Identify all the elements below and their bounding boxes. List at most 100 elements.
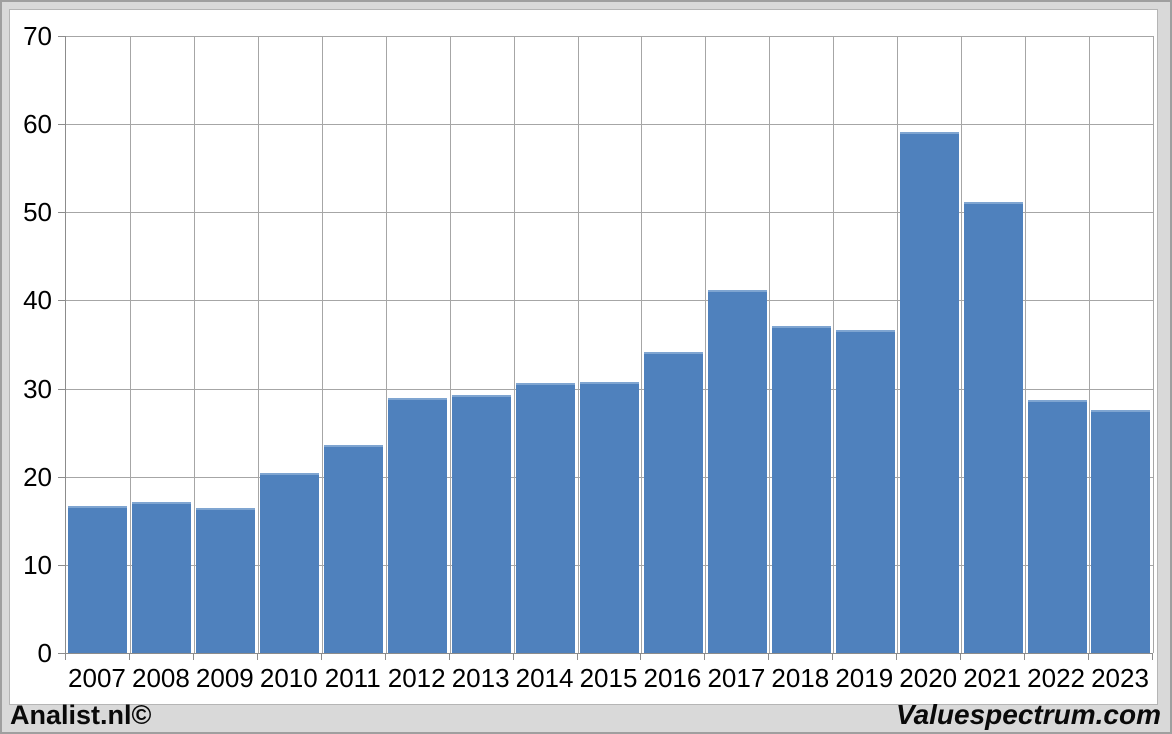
x-tick-4 [320, 654, 322, 660]
x-axis-label-2008: 2008 [131, 663, 190, 693]
gridline-x-11 [769, 36, 771, 653]
gridline-y-40 [66, 300, 1153, 302]
bar-column-2017 [705, 36, 769, 653]
bar-column-2019 [833, 36, 897, 653]
bar-2021 [963, 201, 1023, 653]
gridline-y-50 [66, 212, 1153, 214]
valuespectrum-brand-text: Valuespectrum.com [895, 699, 1161, 730]
x-tick-16 [1088, 654, 1090, 660]
bar-2011 [324, 444, 384, 653]
gridline-x-17 [1153, 36, 1154, 653]
y-tick-40 [58, 300, 65, 302]
x-tick-0 [65, 654, 66, 660]
x-tick-8 [576, 654, 578, 660]
bar-column-2008 [130, 36, 194, 653]
plot-area [65, 36, 1154, 654]
bar-column-2016 [641, 36, 705, 653]
x-axis-label-2014: 2014 [515, 663, 574, 693]
y-tick-30 [58, 388, 65, 390]
bar-2019 [835, 329, 895, 653]
bar-column-2013 [450, 36, 514, 653]
y-axis-label-20: 20 [23, 461, 52, 492]
x-axis-label-2021: 2021 [963, 663, 1022, 693]
x-axis-label-2020: 2020 [899, 663, 958, 693]
x-axis-label-2012: 2012 [387, 663, 446, 693]
y-tick-50 [58, 212, 65, 214]
bar-2012 [388, 398, 448, 653]
x-axis-label-2010: 2010 [259, 663, 318, 693]
y-axis-label-50: 50 [23, 197, 52, 228]
x-tick-13 [896, 654, 898, 660]
bar-2020 [899, 132, 959, 653]
bar-2023 [1091, 409, 1151, 653]
gridline-x-1 [129, 36, 131, 653]
x-tick-11 [768, 654, 770, 660]
y-axis-label-30: 30 [23, 373, 52, 404]
bar-2017 [707, 289, 767, 653]
gridline-x-4 [321, 36, 323, 653]
x-tick-17 [1152, 654, 1153, 660]
bar-column-2020 [897, 36, 961, 653]
y-tick-10 [58, 564, 65, 566]
gridline-x-5 [385, 36, 387, 653]
x-axis-label-2017: 2017 [707, 663, 766, 693]
x-axis-label-2019: 2019 [835, 663, 894, 693]
x-axis-label-2022: 2022 [1027, 663, 1085, 693]
bar-2007 [68, 505, 128, 653]
gridline-y-60 [66, 124, 1153, 126]
bar-column-2009 [194, 36, 258, 653]
gridline-x-9 [641, 36, 643, 653]
gridline-x-3 [257, 36, 259, 653]
bar-2009 [196, 508, 256, 653]
x-tick-7 [512, 654, 514, 660]
gridline-x-13 [897, 36, 899, 653]
bar-column-2015 [578, 36, 642, 653]
x-axis-label-2013: 2013 [451, 663, 510, 693]
x-axis-label-2011: 2011 [324, 663, 381, 693]
y-axis-label-40: 40 [23, 285, 52, 316]
bar-2014 [516, 383, 576, 653]
x-axis-label-2015: 2015 [579, 663, 638, 693]
chart-panel: 0 10 20 30 40 50 60 70 2007 2008 2009 2010 2011 2012 2… [9, 9, 1158, 705]
y-axis-label-70: 70 [23, 21, 52, 51]
x-tick-6 [448, 654, 450, 660]
bar-2018 [771, 326, 831, 653]
x-tick-14 [960, 654, 962, 660]
y-tick-70 [58, 36, 65, 37]
y-axis-label-60: 60 [23, 109, 52, 140]
bar-column-2018 [769, 36, 833, 653]
bar-column-2012 [386, 36, 450, 653]
y-axis-label-10: 10 [23, 549, 52, 580]
gridline-y-70 [66, 36, 1153, 37]
bar-column-2021 [961, 36, 1025, 653]
gridline-x-8 [577, 36, 579, 653]
bar-2015 [579, 382, 639, 653]
x-axis-label-2023: 2023 [1091, 663, 1149, 693]
gridline-x-12 [833, 36, 835, 653]
x-axis-label-2018: 2018 [771, 663, 830, 693]
x-axis-label-2009: 2009 [195, 663, 254, 693]
gridline-x-7 [513, 36, 515, 653]
bar-2016 [643, 351, 703, 653]
bar-series [66, 36, 1153, 653]
x-tick-1 [128, 654, 130, 660]
gridline-x-14 [961, 36, 963, 653]
x-axis-label-2016: 2016 [643, 663, 702, 693]
x-tick-3 [256, 654, 258, 660]
y-tick-20 [58, 476, 65, 478]
y-tick-0 [58, 653, 65, 654]
y-tick-60 [58, 124, 65, 126]
x-tick-5 [384, 654, 386, 660]
x-tick-2 [192, 654, 194, 660]
bar-column-2023 [1089, 36, 1153, 653]
gridline-x-6 [449, 36, 451, 653]
y-axis-label-0: 0 [37, 638, 52, 668]
x-tick-15 [1024, 654, 1026, 660]
gridline-x-16 [1089, 36, 1091, 653]
bar-2022 [1027, 400, 1087, 653]
bar-column-2007 [66, 36, 130, 653]
bar-column-2014 [514, 36, 578, 653]
x-tick-9 [640, 654, 642, 660]
gridline-x-10 [705, 36, 707, 653]
